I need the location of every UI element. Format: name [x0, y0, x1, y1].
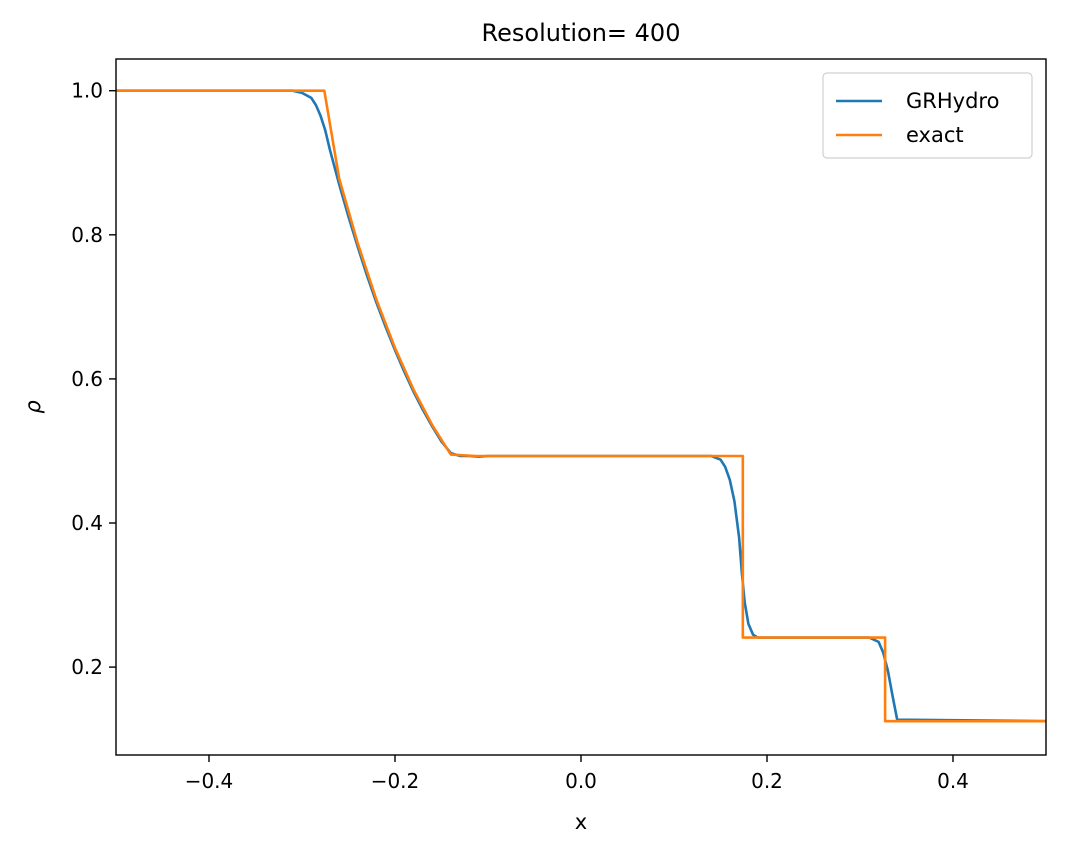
x-tick-label: −0.2	[371, 769, 420, 793]
y-tick-label: 0.8	[71, 223, 103, 247]
y-tick-label: 0.4	[71, 511, 103, 535]
chart-title: Resolution= 400	[482, 19, 681, 47]
y-axis-label: ρ	[21, 400, 45, 414]
y-axis: 0.2 0.4 0.6 0.8 1.0	[71, 79, 116, 679]
y-tick-label: 0.6	[71, 367, 103, 391]
legend-box	[822, 72, 1033, 159]
y-tick-label: 0.2	[71, 655, 103, 679]
x-axis: −0.4 −0.2 0.0 0.2 0.4	[185, 755, 969, 793]
x-tick-label: 0.4	[937, 769, 969, 793]
x-tick-label: 0.0	[565, 769, 597, 793]
legend: GRHydro exact	[822, 72, 1033, 159]
y-tick-label: 1.0	[71, 79, 103, 103]
legend-label-exact: exact	[906, 123, 964, 147]
series-line-exact	[116, 89, 1046, 723]
x-tick-label: 0.2	[751, 769, 783, 793]
legend-label-grhydro: GRHydro	[906, 89, 999, 113]
series-line-grhydro	[116, 89, 1046, 723]
x-axis-label: x	[575, 810, 587, 834]
plot-area-frame	[115, 58, 1047, 756]
x-tick-label: −0.4	[185, 769, 234, 793]
series-layer	[116, 89, 1046, 723]
